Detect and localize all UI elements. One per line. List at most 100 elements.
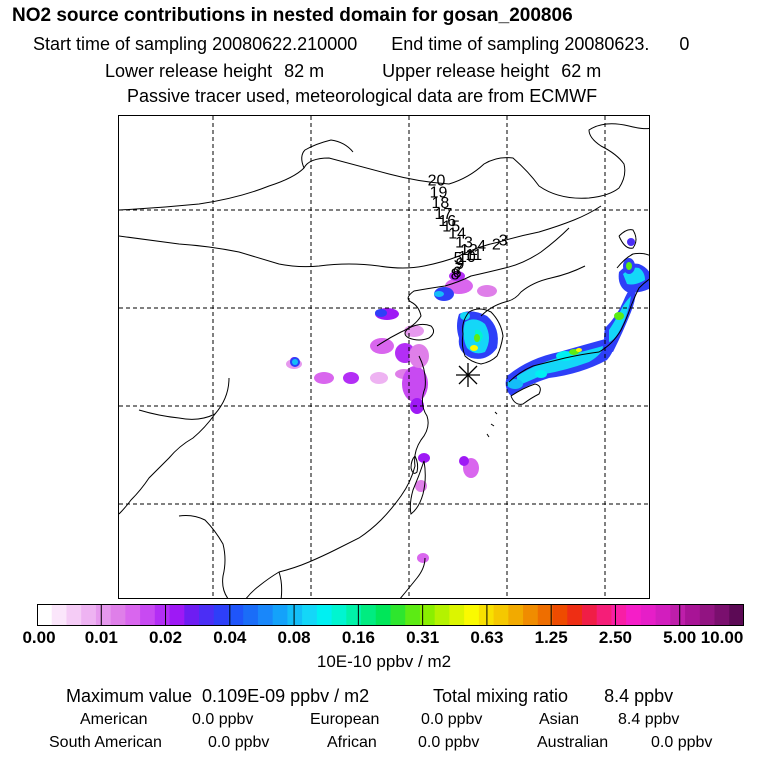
colorbar-cell (184, 604, 200, 626)
colorbar-cell (508, 604, 524, 626)
colorbar-tick-label: 0.04 (213, 628, 247, 647)
colorbar-cell (729, 604, 744, 626)
colorbar-cell (213, 604, 230, 626)
start-time-label: Start time of sampling 20080622.210000 (33, 34, 358, 54)
colorbar-tick-label: 0.63 (470, 628, 504, 647)
lower-height-value: 82 m (284, 61, 325, 81)
region-value: 0.0 ppbv (208, 734, 270, 751)
colorbar-tick-label: 0.02 (148, 628, 183, 647)
max-value-label: Maximum value (66, 686, 193, 706)
trajectory-label: 2 (492, 236, 501, 253)
colorbar-cell (640, 604, 657, 626)
colorbar-cell (346, 604, 362, 626)
colorbar-cell (685, 604, 701, 626)
colorbar-cell (596, 604, 613, 626)
colorbar-cell (228, 604, 244, 626)
max-value: 0.109E-09 ppbv / m2 (202, 686, 370, 706)
colorbar-tick-label: 2.50 (598, 628, 632, 647)
trajectory-label: 20 (428, 173, 446, 190)
colorbar-cell (37, 604, 53, 626)
trajectory-label: 6 (453, 265, 462, 282)
release-heights-line: Lower release height 82 m Upper release he… (105, 61, 601, 81)
total-mixing-line: Total mixing ratio 8.4 ppbv (433, 686, 673, 707)
region-value: 0.0 ppbv (421, 711, 483, 728)
colorbar-tick-label: 0.08 (277, 628, 311, 647)
upper-height-value: 62 m (561, 61, 602, 81)
region-value: 8.4 ppbv (618, 711, 680, 728)
colorbar-unit-label: 10E-10 ppbv / m2 (316, 652, 452, 671)
colorbar-tick-label: 0.16 (341, 628, 375, 647)
coastline-layer (119, 123, 649, 598)
colorbar-cell (611, 604, 627, 626)
region-value: 0.0 ppbv (651, 734, 713, 751)
colorbar-tick-label: 0.31 (406, 628, 440, 647)
colorbar (37, 604, 744, 626)
trajectory-label: 17 (435, 206, 453, 223)
sampling-times-line: Start time of sampling 20080622.210000 En… (33, 34, 689, 54)
colorbar-cell (434, 604, 451, 626)
colorbar-cell (154, 604, 171, 626)
trajectory-label: 15 (442, 219, 460, 236)
colorbar-cell (125, 604, 141, 626)
colorbar-cell (464, 604, 480, 626)
upper-height-label: Upper release height (382, 61, 550, 81)
trajectory-label: 19 (430, 184, 448, 201)
region-name: African (327, 734, 377, 751)
colorbar-tick-label: 5.00 (663, 628, 697, 647)
contribution-map: 20 19 18 17 16 15 14 13 12 4 2 3 11 10 5 9 7 6 8 (118, 115, 650, 599)
colorbar-cell (243, 604, 259, 626)
colorbar-cell (66, 604, 82, 626)
trajectory-label: 5 (454, 250, 463, 267)
trajectory-label: 11 (465, 247, 482, 264)
colorbar-tick-label: 0.01 (84, 628, 118, 647)
lower-height-label: Lower release height (105, 61, 273, 81)
end-time-suffix: 0 (679, 34, 690, 54)
region-value: 0.0 ppbv (418, 734, 480, 751)
colorbar-cell (375, 604, 392, 626)
colorbar-cell (419, 604, 436, 626)
trajectory-label: 14 (448, 226, 466, 243)
colorbar-cell (670, 604, 686, 626)
colorbar-cell (626, 604, 642, 626)
trajectory-label: 3 (499, 232, 508, 249)
trajectory-label: 13 (455, 234, 473, 251)
colorbar-cell (140, 604, 156, 626)
region-name: South American (49, 734, 162, 751)
colorbar-cell (390, 604, 406, 626)
end-time-label: End time of sampling 20080623. (391, 34, 650, 54)
colorbar-cell (581, 604, 598, 626)
colorbar-cell (169, 604, 185, 626)
colorbar-cell (257, 604, 274, 626)
colorbar-cell (331, 604, 347, 626)
colorbar-cell (316, 604, 333, 626)
region-name: American (80, 711, 148, 728)
colorbar-cell (523, 604, 539, 626)
plume-layer (286, 238, 649, 563)
colorbar-cell (110, 604, 126, 626)
trajectory-label: 9 (456, 256, 465, 273)
total-mixing-label: Total mixing ratio (433, 686, 569, 706)
colorbar-cell (567, 604, 583, 626)
colorbar-cell (51, 604, 68, 626)
trajectory-label: 12 (460, 242, 478, 259)
trajectory-label: 10 (458, 249, 476, 266)
total-mixing-value: 8.4 ppbv (604, 686, 674, 706)
colorbar-cell (493, 604, 509, 626)
region-name: Asian (539, 711, 580, 728)
colorbar-cell (655, 604, 671, 626)
trajectory-label: 16 (438, 213, 456, 230)
colorbar-cell (95, 604, 112, 626)
graticule (119, 116, 649, 598)
colorbar-cell (361, 604, 377, 626)
colorbar-cell (552, 604, 568, 626)
trajectory-label: 8 (451, 267, 460, 284)
region-name: Australian (537, 734, 609, 751)
colorbar-cell (272, 604, 288, 626)
colorbar-cell (537, 604, 554, 626)
colorbar-tick-label: 0.00 (22, 628, 56, 647)
max-value-line: Maximum value 0.109E-09 ppbv / m2 (66, 686, 369, 707)
colorbar-cell (287, 604, 303, 626)
colorbar-tick-label: 10.00 (700, 628, 744, 647)
